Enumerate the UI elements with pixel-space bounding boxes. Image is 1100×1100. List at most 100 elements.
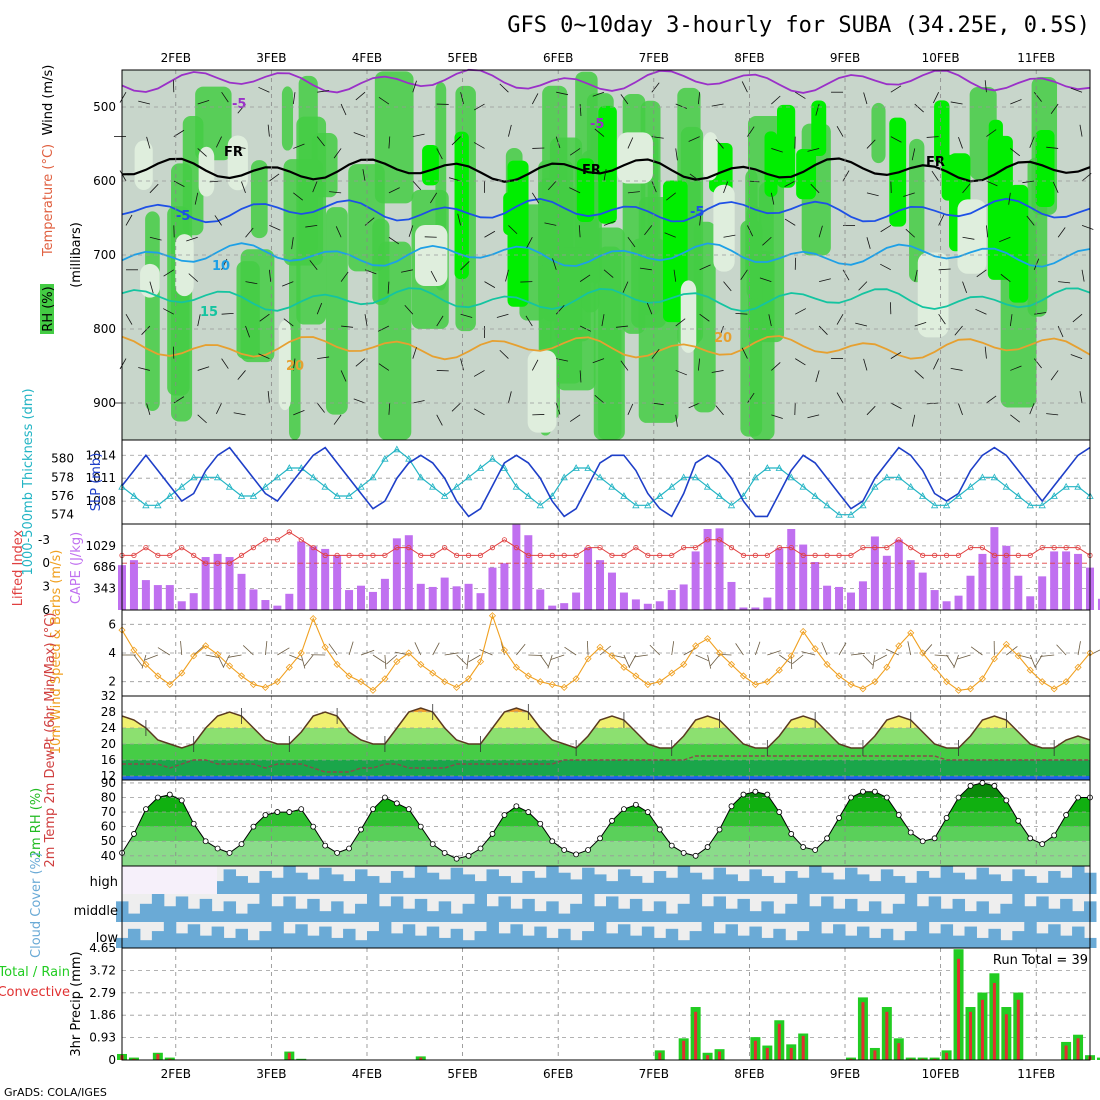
wind-barb	[1033, 91, 1042, 102]
top-day-label: 8FEB	[734, 51, 764, 65]
cloud-layer-block	[355, 903, 368, 922]
cloud-layer-block	[570, 903, 583, 922]
rh-legend-label: RH (%)	[41, 286, 56, 331]
cloud-layer-block	[235, 876, 248, 894]
rh2m-point	[286, 809, 293, 815]
cloud-layer-block	[307, 935, 320, 948]
wind-barb	[664, 232, 676, 238]
cloud-layer-block	[833, 879, 846, 894]
cloud-layer-block	[271, 922, 284, 948]
wind-barb	[499, 83, 509, 93]
thickness-point	[691, 473, 700, 481]
lifted-index-point	[728, 544, 735, 551]
cloud-layer-block	[713, 896, 727, 922]
cape-bar	[237, 573, 246, 610]
rh2m-point	[1003, 797, 1010, 804]
cloud-layer-block	[283, 896, 296, 922]
wind10m-point	[476, 658, 485, 666]
cape-bar	[536, 589, 545, 610]
wind10m-barb	[1056, 644, 1067, 656]
wind10m-point	[704, 635, 712, 643]
wind-barb	[1029, 136, 1035, 148]
cloud-layer-block	[665, 913, 679, 922]
lifted-index-point	[740, 552, 747, 559]
wind-barb	[950, 367, 963, 371]
cape-bar	[201, 557, 210, 610]
wind10m-barb	[180, 641, 183, 656]
rh2m-point	[573, 851, 580, 858]
wind10m-barb	[779, 654, 791, 664]
cloud-layer-block	[175, 896, 189, 922]
cloud-layer-block	[546, 901, 559, 922]
cloud-layer-block	[653, 937, 667, 948]
lifted-index-point	[979, 544, 986, 551]
wind-barb	[784, 180, 796, 187]
thickness-point	[680, 473, 688, 481]
cloud-layer-block	[737, 898, 750, 922]
cloud-layer-block	[151, 894, 165, 922]
thickness-point	[584, 464, 592, 471]
wind-barb	[186, 236, 198, 242]
wind-barb	[569, 414, 581, 422]
lifted-index-point	[693, 544, 699, 551]
cloud-layer-block	[223, 937, 237, 948]
wind-barb	[863, 92, 868, 105]
rh-saturated-region	[507, 160, 529, 307]
lifted-index-point	[465, 552, 472, 559]
isotherm-line	[121, 242, 1091, 268]
rh2m-point	[441, 849, 448, 856]
rh2m-tick-label: 60	[101, 820, 116, 834]
precip-convective-bar	[801, 1035, 805, 1060]
cloud-layer-block	[701, 906, 715, 922]
cloud-layer-block	[833, 908, 846, 922]
wind-barb	[962, 236, 975, 240]
cloud-layer-block	[1048, 908, 1061, 922]
precip-convective-bar	[945, 1052, 949, 1060]
thickness-point	[883, 473, 891, 481]
wind10m-barb	[885, 648, 899, 656]
wind-barb	[1022, 180, 1035, 184]
wind-barb	[675, 318, 686, 327]
wind10m-barb	[277, 647, 290, 656]
rh2m-point	[632, 801, 639, 808]
rh2m-point	[274, 809, 281, 815]
wind-barb	[986, 225, 989, 238]
lifted-index-point	[382, 552, 388, 559]
cloud-layer-block	[127, 928, 141, 948]
thickness-point	[763, 464, 772, 471]
rh-dry-region	[227, 135, 248, 191]
rh2m-point	[585, 847, 591, 853]
thickness-point	[381, 454, 389, 462]
bottom-day-label: 4FEB	[352, 1067, 382, 1081]
rh2m-point	[262, 812, 269, 818]
wind-barb	[958, 403, 963, 415]
cape-bar	[835, 586, 844, 610]
wind10m-barb	[300, 654, 306, 669]
rh2m-point	[453, 855, 460, 862]
rh2m-point	[621, 806, 627, 813]
wind-barb	[1046, 146, 1059, 149]
thickness-point	[142, 501, 150, 509]
temp-band	[122, 712, 1090, 728]
wind10m-point	[1038, 678, 1046, 686]
wind-barb	[355, 91, 366, 101]
wind10m-point	[142, 660, 150, 669]
wind-barb	[221, 91, 229, 103]
wind10m-point	[656, 678, 664, 686]
wind-barb	[149, 236, 162, 241]
thickness-point	[930, 501, 939, 509]
precip-tick-label: 2.79	[89, 986, 116, 1000]
wind10m-barb	[953, 654, 959, 669]
wind-barb	[400, 269, 413, 273]
cloud-layer-block	[546, 866, 559, 894]
cloud-layer-block	[343, 913, 356, 922]
cloud-layer-block	[390, 933, 404, 948]
wind10m-point	[931, 663, 939, 671]
wind-barb	[460, 313, 473, 318]
cloud-layer-block	[761, 937, 774, 948]
wind10m-barb	[872, 654, 876, 669]
rh-band	[122, 841, 1090, 866]
wind-barb	[364, 217, 375, 226]
wind-barb	[309, 260, 318, 271]
wind-barb	[269, 269, 272, 282]
